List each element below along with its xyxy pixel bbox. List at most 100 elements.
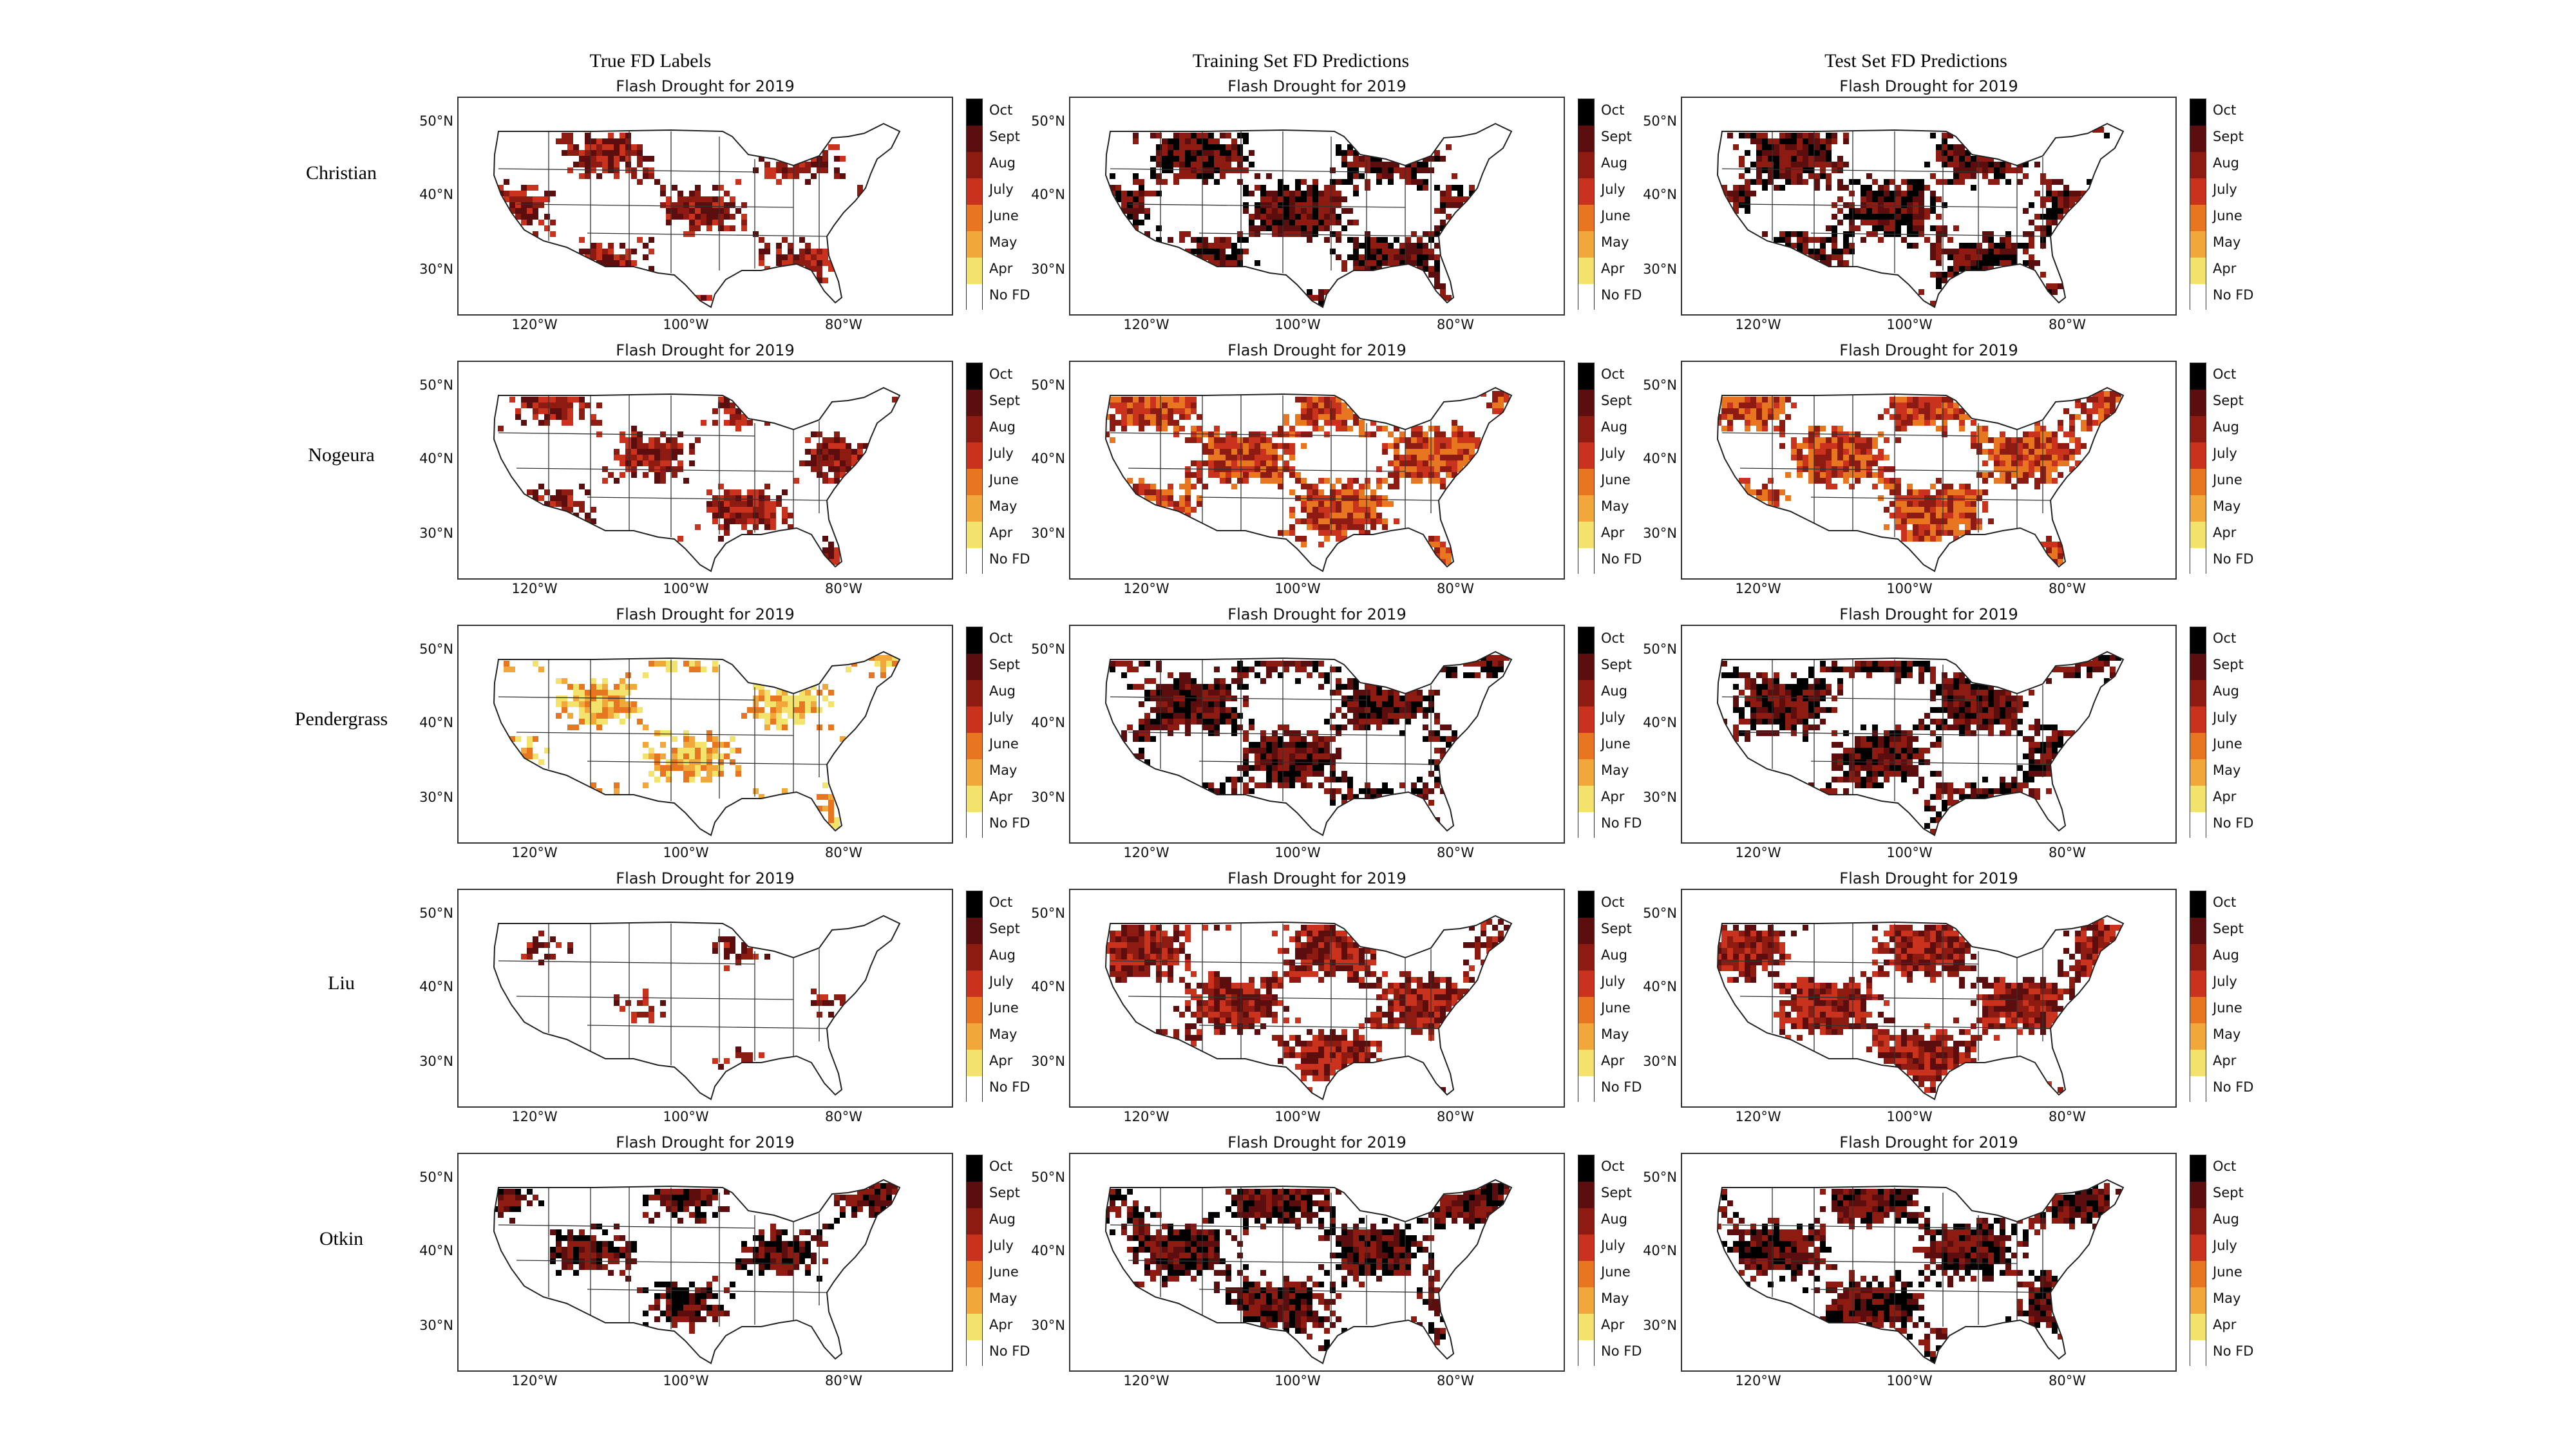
fd-cell-june [1359,489,1365,495]
fd-cell-aug [2104,414,2110,420]
colorbar-segment [1578,258,1594,284]
fd-cell-oct [1971,243,1976,249]
fd-cell-aug [1878,661,1884,667]
fd-cell-oct [1791,156,1797,162]
fd-cell-aug [1762,713,1768,719]
fd-cell-aug [1976,690,1982,696]
fd-cell-sept [1785,144,1791,150]
fd-cell-july [1434,443,1440,449]
fd-cell-oct [1762,684,1768,690]
fd-cell-july [1382,443,1388,449]
fd-cell-june [1423,431,1428,437]
fd-cell-aug [1289,524,1295,530]
fd-cell-sept [1197,701,1202,707]
fd-cell-oct [1953,713,1959,719]
map-frame [1069,361,1565,580]
fd-cell-june [1301,402,1307,408]
fd-cell-aug [759,501,764,507]
latitude-tick: 30°N [419,261,453,277]
fd-cell-aug [1191,437,1197,443]
fd-cell-aug [1191,162,1197,167]
fd-cell-oct [1907,243,1913,249]
fd-cell-aug [1365,513,1370,518]
fd-cell-aug [1866,460,1872,466]
fd-cell-aug [1260,742,1266,748]
fd-cell-july [2052,437,2058,443]
fd-cell-sept [527,214,533,220]
fd-cell-july [1173,397,1179,402]
fd-cell-june [1144,397,1150,402]
fd-cell-sept [1179,672,1185,678]
fd-cell-sept [562,150,567,156]
fd-cell-june [2011,466,2017,472]
fd-cell-aug [1278,484,1283,489]
fd-cell-aug [2069,196,2075,202]
fd-cell-oct [1278,202,1283,208]
fd-cell-aug [1768,678,1774,684]
fd-cell-aug [1913,513,1918,518]
fd-cell-oct [1982,777,1988,782]
fd-cell-aug [2029,254,2034,260]
fd-cell-aug [1202,690,1208,696]
fd-cell-june [1324,414,1330,420]
fd-cell-aug [753,507,759,513]
fd-cell-sept [1756,156,1762,162]
fd-cell-june [672,748,677,753]
fd-cell-july [2069,431,2075,437]
fd-cell-june [1173,402,1179,408]
fd-cell-aug [1307,431,1312,437]
fd-cell-sept [1913,765,1918,771]
fd-cell-june [1278,466,1283,472]
fd-cell-june [1370,501,1376,507]
fd-cell-oct [1901,214,1907,220]
fd-cell-july [1434,449,1440,455]
state-boundary [516,996,794,1000]
fd-cell-sept [1289,214,1295,220]
fd-cell-aug [1930,301,1936,307]
fd-cell-aug [689,449,695,455]
fd-cell-july [1988,449,1994,455]
fd-cell-sept [2023,208,2029,214]
fd-cell-oct [1347,167,1353,173]
fd-cell-sept [1779,701,1785,707]
fd-cell-oct [1866,214,1872,220]
fd-cell-may [631,707,637,713]
fd-cell-sept [1768,719,1774,724]
fd-cell-oct [1376,690,1382,696]
fd-cell-may [701,777,706,782]
fd-cell-july [1901,530,1907,536]
fd-cell-oct [2000,162,2005,167]
colorbar-segment [1578,522,1594,548]
fd-cell-aug [1295,777,1301,782]
fd-cell-sept [788,249,793,254]
fd-cell-july [1336,420,1341,426]
fd-cell-sept [1121,931,1127,936]
fd-cell-june [1382,495,1388,501]
fd-cell-oct [1762,144,1768,150]
fd-cell-july [1341,536,1347,542]
fd-cell-aug [1399,713,1405,719]
colorbar [966,363,983,574]
fd-cell-oct [1774,167,1779,173]
fd-cell-oct [1115,191,1121,196]
fd-cell-july [660,460,666,466]
fd-cell-sept [1855,208,1861,214]
fd-cell-aug [1417,472,1423,478]
fd-cell-june [1127,402,1133,408]
fd-cell-sept [1959,150,1965,156]
fd-cell-june [770,719,776,724]
fd-cell-july [730,489,735,495]
state-boundary [1810,761,2053,765]
fd-cell-june [1428,542,1434,547]
fd-cell-aug [1872,748,1878,753]
fd-cell-aug [1411,254,1417,260]
fd-cell-sept [1878,736,1884,742]
fd-cell-aug [1936,530,1942,536]
fd-cell-oct [2011,260,2017,266]
fd-cell-aug [840,455,846,460]
fd-cell-sept [1336,936,1341,942]
fd-cell-may [712,667,718,672]
fd-cell-july [1341,524,1347,530]
fd-cell-june [1133,397,1139,402]
fd-cell-sept [718,513,724,518]
